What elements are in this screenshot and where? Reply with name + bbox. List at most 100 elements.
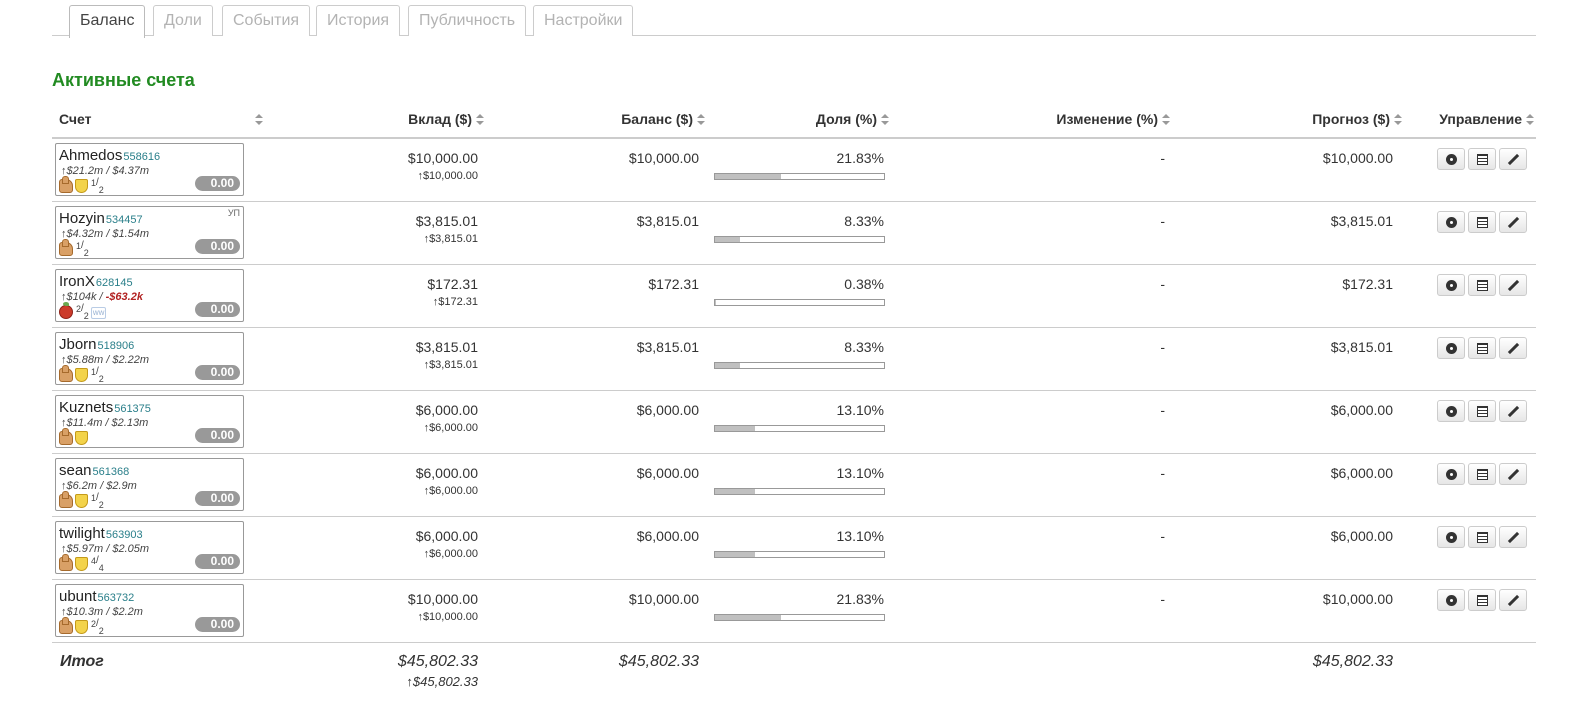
account-name: twilight <box>59 525 105 542</box>
account-fraction: 1/2 <box>91 177 104 195</box>
table-row: twilight563903 ↑$5.97m / $2.05m 4/4 0.00 $6,… <box>52 517 1536 580</box>
table-button[interactable] <box>1468 148 1496 170</box>
table-button[interactable] <box>1468 274 1496 296</box>
account-card[interactable]: sean561368 ↑$6.2m / $2.9m 1/2 0.00 <box>55 458 244 511</box>
account-id[interactable]: 561375 <box>114 403 151 415</box>
gear-icon <box>1446 469 1457 480</box>
edit-button[interactable] <box>1499 211 1527 233</box>
edit-button[interactable] <box>1499 526 1527 548</box>
settings-button[interactable] <box>1437 526 1465 548</box>
table-row: Jborn518906 ↑$5.88m / $2.22m 1/2 0.00 $3,815… <box>52 328 1536 391</box>
settings-button[interactable] <box>1437 463 1465 485</box>
account-id[interactable]: 534457 <box>105 214 143 226</box>
edit-button[interactable] <box>1499 463 1527 485</box>
change-value: - <box>1160 276 1165 292</box>
account-id[interactable]: 628145 <box>95 277 133 289</box>
change-value: - <box>1160 150 1165 166</box>
edit-button[interactable] <box>1499 400 1527 422</box>
column-header-change[interactable]: Изменение (%) <box>1012 100 1170 139</box>
settings-button[interactable] <box>1437 274 1465 296</box>
account-stats-total: ↑$11.4m / <box>61 417 112 429</box>
table-button[interactable] <box>1468 589 1496 611</box>
account-id[interactable]: 558616 <box>123 151 161 163</box>
pencil-icon <box>1507 531 1520 544</box>
table-button[interactable] <box>1468 211 1496 233</box>
thumb-up-icon <box>59 617 73 634</box>
sort-icon[interactable] <box>255 114 263 126</box>
column-label-forecast: Прогноз ($) <box>1312 111 1390 127</box>
account-score-badge: 0.00 <box>195 491 240 506</box>
column-header-deposit[interactable]: Вклад ($) <box>372 100 484 139</box>
accounts-table: Счет Вклад ($) Баланс ($) Доля (%) Измен… <box>52 100 1536 693</box>
settings-button[interactable] <box>1437 211 1465 233</box>
gear-icon <box>1446 406 1457 417</box>
share-value: 0.38% <box>844 276 884 292</box>
sort-icon[interactable] <box>1162 114 1170 126</box>
sort-icon[interactable] <box>1526 114 1534 126</box>
tab-5[interactable]: Настройки <box>533 5 634 36</box>
account-id[interactable]: 518906 <box>97 340 135 352</box>
tab-bar: Баланс Доли События История Публичность Настр… <box>52 4 1536 38</box>
tab-2[interactable]: События <box>222 5 311 36</box>
tab-1[interactable]: Доли <box>153 5 213 36</box>
table-header: Счет Вклад ($) Баланс ($) Доля (%) Измен… <box>52 100 1536 139</box>
account-id[interactable]: 561368 <box>92 466 130 478</box>
tab-3[interactable]: История <box>316 5 401 36</box>
account-stats-total: ↑$104k / <box>61 291 106 303</box>
account-badges: 1/2 <box>59 365 104 384</box>
shield-icon <box>75 368 88 382</box>
account-id[interactable]: 563732 <box>97 592 135 604</box>
deposit-value: $172.31 <box>427 276 478 292</box>
account-stats: ↑$6.2m / $2.9m <box>61 480 137 492</box>
balance-value: $172.31 <box>648 276 699 292</box>
edit-button[interactable] <box>1499 589 1527 611</box>
account-card[interactable]: twilight563903 ↑$5.97m / $2.05m 4/4 0.00 <box>55 521 244 574</box>
gear-icon <box>1446 280 1457 291</box>
change-value: - <box>1160 591 1165 607</box>
account-score-badge: 0.00 <box>195 176 240 191</box>
settings-button[interactable] <box>1437 400 1465 422</box>
column-header-account[interactable]: Счет <box>59 100 263 139</box>
account-stats-profit: $1.54m <box>112 228 150 240</box>
settings-button[interactable] <box>1437 337 1465 359</box>
column-header-forecast[interactable]: Прогноз ($) <box>1262 100 1402 139</box>
account-card[interactable]: Kuznets561375 ↑$11.4m / $2.13m 0.00 <box>55 395 244 448</box>
account-card[interactable]: IronX628145 ↑$104k / -$63.2k 2/2 ww 0.00 <box>55 269 244 322</box>
account-card[interactable]: Ahmedos558616 ↑$21.2m / $4.37m 1/2 0.00 <box>55 143 244 196</box>
settings-button[interactable] <box>1437 148 1465 170</box>
table-button[interactable] <box>1468 463 1496 485</box>
edit-button[interactable] <box>1499 148 1527 170</box>
account-fraction: 2/2 <box>76 303 89 321</box>
change-value: - <box>1160 465 1165 481</box>
edit-button[interactable] <box>1499 337 1527 359</box>
table-row: ubunt563732 ↑$10.3m / $2.2m 2/2 0.00 $10,000… <box>52 580 1536 643</box>
account-card[interactable]: Jborn518906 ↑$5.88m / $2.22m 1/2 0.00 <box>55 332 244 385</box>
table-button[interactable] <box>1468 400 1496 422</box>
thumb-up-icon <box>59 554 73 571</box>
column-header-manage[interactable]: Управление <box>1422 100 1534 139</box>
account-name: Hozyin <box>59 210 105 227</box>
sort-icon[interactable] <box>881 114 889 126</box>
account-card[interactable]: Hozyin534457 УП ↑$4.32m / $1.54m 1/2 0.00 <box>55 206 244 259</box>
column-header-share[interactable]: Доля (%) <box>782 100 889 139</box>
share-value: 8.33% <box>844 339 884 355</box>
table-button[interactable] <box>1468 526 1496 548</box>
forecast-value: $6,000.00 <box>1330 528 1393 544</box>
sort-icon[interactable] <box>1394 114 1402 126</box>
tab-0[interactable]: Баланс <box>69 5 146 38</box>
settings-button[interactable] <box>1437 589 1465 611</box>
column-label-balance: Баланс ($) <box>621 111 693 127</box>
account-id[interactable]: 563903 <box>105 529 143 541</box>
share-progress-bar <box>714 614 885 621</box>
sort-icon[interactable] <box>697 114 705 126</box>
edit-button[interactable] <box>1499 274 1527 296</box>
column-header-balance[interactable]: Баланс ($) <box>592 100 705 139</box>
table-button[interactable] <box>1468 337 1496 359</box>
tab-4[interactable]: Публичность <box>408 5 527 36</box>
share-value: 13.10% <box>836 402 884 418</box>
sort-icon[interactable] <box>476 114 484 126</box>
column-label-deposit: Вклад ($) <box>408 111 472 127</box>
gear-icon <box>1446 343 1457 354</box>
column-label-manage: Управление <box>1439 111 1522 127</box>
account-card[interactable]: ubunt563732 ↑$10.3m / $2.2m 2/2 0.00 <box>55 584 244 637</box>
